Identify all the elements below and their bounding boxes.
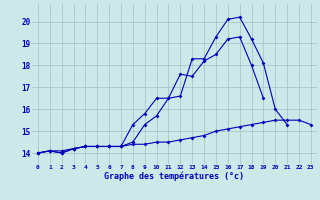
X-axis label: Graphe des températures (°c): Graphe des températures (°c): [104, 172, 244, 181]
